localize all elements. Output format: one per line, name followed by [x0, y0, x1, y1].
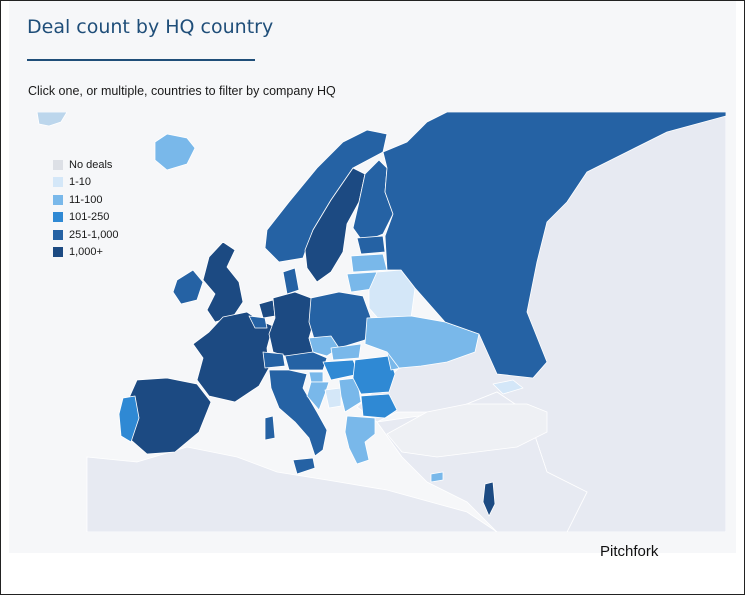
country-portugal[interactable]	[118, 395, 140, 443]
country-cyprus[interactable]	[430, 471, 444, 483]
screenshot-frame: Deal count by HQ country Click one, or m…	[0, 0, 745, 595]
country-iceland[interactable]	[154, 133, 196, 171]
legend-item: 101-250	[53, 209, 119, 227]
country-croatia[interactable]	[306, 381, 330, 411]
title-underline	[27, 59, 255, 61]
europe-map	[27, 112, 726, 532]
legend-label: 251-1,000	[69, 228, 119, 241]
country-georgia[interactable]	[492, 379, 524, 395]
country-ireland[interactable]	[172, 269, 204, 305]
legend-swatch	[53, 177, 63, 188]
legend-label: 11-100	[69, 193, 103, 206]
legend-label: 1-10	[69, 176, 92, 189]
country-slovakia[interactable]	[330, 343, 362, 361]
country-latvia[interactable]	[350, 253, 388, 273]
legend-item: 11-100	[53, 191, 119, 209]
country-germany[interactable]	[268, 291, 316, 359]
country-bosnia[interactable]	[324, 387, 342, 409]
page-title: Deal count by HQ country	[27, 16, 274, 38]
country-austria[interactable]	[284, 351, 328, 371]
chart-panel: Deal count by HQ country Click one, or m…	[9, 1, 736, 553]
country-ukraine[interactable]	[364, 315, 480, 369]
country-estonia[interactable]	[356, 235, 386, 255]
legend-item: 1,000+	[53, 244, 119, 262]
greenland-landmass	[36, 112, 68, 127]
credit-watermark: Pitchfork	[600, 543, 659, 560]
legend-label: 1,000+	[69, 246, 103, 259]
legend-swatch	[53, 194, 63, 205]
turkey-landmass	[386, 403, 548, 458]
country-switzerland[interactable]	[262, 351, 286, 369]
country-netherlands[interactable]	[258, 299, 276, 319]
legend-swatch	[53, 229, 63, 240]
legend-item: 1-10	[53, 174, 119, 192]
country-romania[interactable]	[352, 355, 396, 395]
country-spain[interactable]	[128, 377, 212, 455]
country-greece[interactable]	[344, 415, 376, 465]
country-israel[interactable]	[482, 481, 496, 517]
country-norway[interactable]	[264, 129, 388, 263]
country-sardinia[interactable]	[264, 415, 276, 441]
legend-swatch	[53, 247, 63, 258]
country-slovenia[interactable]	[308, 371, 324, 383]
country-belgium[interactable]	[248, 315, 268, 329]
legend-item: 251-1,000	[53, 226, 119, 244]
country-bulgaria[interactable]	[360, 393, 398, 419]
legend-swatch	[53, 212, 63, 223]
filter-instruction: Click one, or multiple, countries to fil…	[28, 84, 336, 98]
country-denmark[interactable]	[282, 267, 300, 295]
legend-swatch	[53, 159, 63, 170]
country-finland[interactable]	[352, 159, 394, 243]
legend-label: No deals	[69, 158, 113, 171]
country-united-kingdom[interactable]	[202, 241, 244, 323]
country-sweden[interactable]	[304, 167, 366, 283]
legend: No deals 1-10 11-100 101-250 251-1,000 1,000+	[53, 156, 119, 261]
country-italy[interactable]	[268, 369, 328, 457]
legend-label: 101-250	[69, 211, 110, 224]
legend-item: No deals	[53, 156, 119, 174]
country-sicily[interactable]	[292, 457, 316, 475]
country-russia[interactable]	[382, 112, 726, 379]
